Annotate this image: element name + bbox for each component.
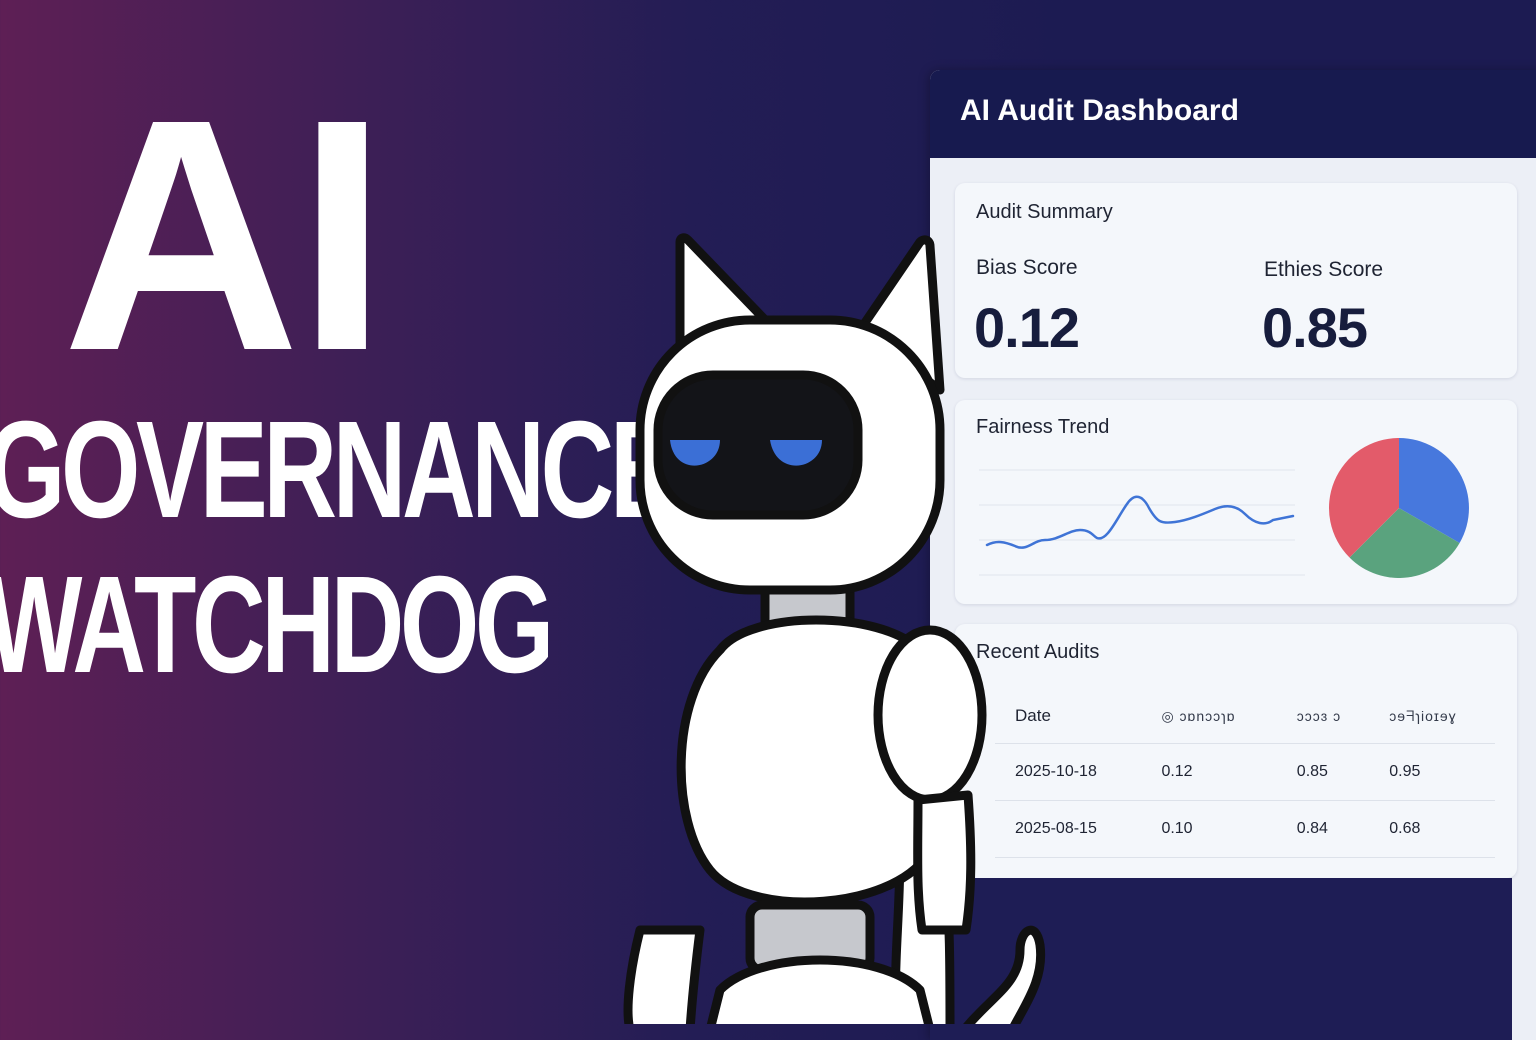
table-row[interactable]: 2025-08-15 0.10 0.84 0.68 — [995, 800, 1495, 858]
audit-dashboard-window: AI Audit Dashboard Audit Summary Bias Sc… — [930, 70, 1536, 1040]
table-header-row: Date ◎ ɔɒnɔɔɿɒ ɔɔɔɜ ɔ ɔɘᖷɿioɪɘɣ — [995, 689, 1495, 744]
robot-right-ear — [855, 235, 945, 395]
ethics-score-label: Ethies Score — [1264, 258, 1384, 281]
hero-title-governance: GOVERNANCE — [0, 393, 678, 547]
hero-title-watchdog: WATCHDOG — [0, 548, 554, 702]
column-header-date[interactable]: Date — [995, 689, 1142, 744]
fairness-trend-line-chart — [979, 469, 1305, 576]
cell-date: 2025-10-18 — [995, 743, 1142, 801]
fairness-trend-card: Fairness Trend — [955, 400, 1517, 604]
fairness-trend-title: Fairness Trend — [976, 416, 1110, 438]
audit-summary-card: Audit Summary Bias Score 0.12 Ethies Sco… — [955, 183, 1517, 378]
bias-score-value: 0.12 — [974, 296, 1080, 359]
column-header-2[interactable]: ◎ ɔɒnɔɔɿɒ — [1141, 689, 1277, 744]
dashboard-header: AI Audit Dashboard — [930, 70, 1536, 158]
bias-score-label: Bias Score — [976, 256, 1078, 279]
fairness-trend-line — [985, 495, 1295, 549]
cell-value: 0.10 — [1141, 800, 1277, 858]
recent-audits-table: Date ◎ ɔɒnɔɔɿɒ ɔɔɔɜ ɔ ɔɘᖷɿioɪɘɣ 2025-10-… — [995, 689, 1495, 858]
column-header-3[interactable]: ɔɔɔɜ ɔ — [1276, 689, 1370, 744]
recent-audits-title: Recent Audits — [976, 641, 1100, 663]
cell-value: 0.95 — [1369, 743, 1495, 801]
recent-audits-card: Recent Audits Date ◎ ɔɒnɔɔɿɒ ɔɔɔɜ ɔ ɔɘᖷɿ… — [955, 624, 1517, 878]
robot-hips — [706, 955, 934, 1024]
robot-left-eye — [670, 440, 720, 466]
robot-tail — [963, 925, 1046, 1024]
robot-right-arm — [913, 790, 976, 935]
audit-summary-title: Audit Summary — [976, 201, 1113, 223]
pie-slice-green — [1349, 508, 1460, 578]
cell-value: 0.12 — [1141, 743, 1277, 801]
robot-right-shoulder — [873, 625, 987, 805]
robot-left-arm — [623, 925, 705, 1024]
robot-right-eye — [770, 440, 822, 466]
cell-value: 0.84 — [1276, 800, 1370, 858]
fairness-pie-chart — [1328, 438, 1469, 578]
table-row[interactable]: 2025-10-18 0.12 0.85 0.95 — [995, 743, 1495, 801]
dashboard-title: AI Audit Dashboard — [960, 94, 1239, 127]
cell-value: 0.68 — [1369, 800, 1495, 858]
robot-visor — [653, 370, 863, 520]
pie-slice-red — [1328, 438, 1399, 558]
pie-slice-blue — [1399, 438, 1469, 543]
hero-title-ai: AI — [62, 50, 388, 419]
cell-value: 0.85 — [1276, 743, 1370, 801]
column-header-4[interactable]: ɔɘᖷɿioɪɘɣ — [1369, 689, 1495, 744]
cell-date: 2025-08-15 — [995, 800, 1142, 858]
ethics-score-value: 0.85 — [1262, 296, 1368, 359]
robot-cat-icon — [623, 233, 1046, 1024]
